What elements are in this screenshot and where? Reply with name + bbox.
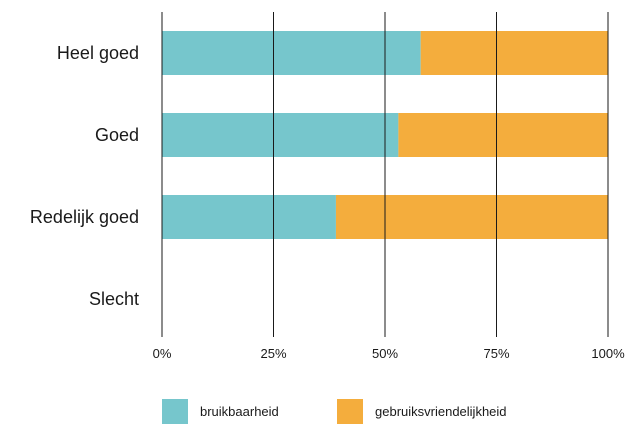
x-tick-label: 100%	[591, 346, 625, 361]
bar-bruikbaarheid-0	[162, 31, 421, 75]
legend: bruikbaarheid gebruiksvriendelijkheid	[162, 399, 507, 424]
category-label: Slecht	[89, 289, 139, 309]
gridlines	[161, 12, 609, 337]
legend-swatch-gebruiksvriendelijkheid	[337, 399, 363, 424]
category-label: Redelijk goed	[30, 207, 139, 227]
legend-swatch-bruikbaarheid	[162, 399, 188, 424]
category-label: Goed	[95, 125, 139, 145]
bar-bruikbaarheid-2	[162, 195, 336, 239]
bar-gebruiksvriendelijkheid-2	[335, 195, 608, 239]
legend-label-bruikbaarheid: bruikbaarheid	[200, 404, 279, 419]
legend-label-gebruiksvriendelijkheid: gebruiksvriendelijkheid	[375, 404, 507, 419]
x-tick-label: 25%	[260, 346, 286, 361]
x-tick-label: 0%	[153, 346, 172, 361]
category-label: Heel goed	[57, 43, 139, 63]
bar-gebruiksvriendelijkheid-1	[398, 113, 608, 157]
x-tick-labels: 0% 25% 50% 75% 100%	[153, 346, 625, 361]
bar-gebruiksvriendelijkheid-0	[420, 31, 608, 75]
bar-bruikbaarheid-1	[162, 113, 399, 157]
x-tick-label: 50%	[372, 346, 398, 361]
category-labels: Heel goed Goed Redelijk goed Slecht	[30, 43, 139, 309]
x-tick-label: 75%	[483, 346, 509, 361]
bars-layer	[162, 31, 608, 239]
